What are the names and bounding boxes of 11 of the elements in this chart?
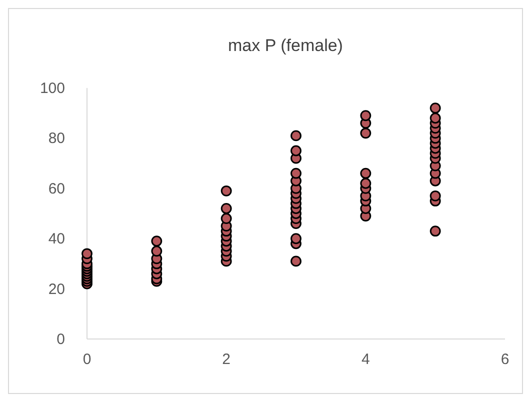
chart-title: max P (female) bbox=[228, 36, 343, 55]
y-tick-label: 60 bbox=[48, 180, 65, 198]
x-tick-label: 2 bbox=[222, 351, 231, 368]
y-tick-label: 0 bbox=[56, 331, 65, 348]
y-tick-label: 20 bbox=[48, 280, 65, 298]
y-tick-label: 80 bbox=[48, 130, 65, 148]
x-tick-label: 6 bbox=[500, 351, 510, 368]
y-tick-label: 100 bbox=[40, 80, 65, 97]
x-tick-label: 4 bbox=[361, 351, 370, 368]
x-tick-label: 0 bbox=[82, 351, 92, 368]
y-tick-label: 40 bbox=[48, 230, 65, 248]
